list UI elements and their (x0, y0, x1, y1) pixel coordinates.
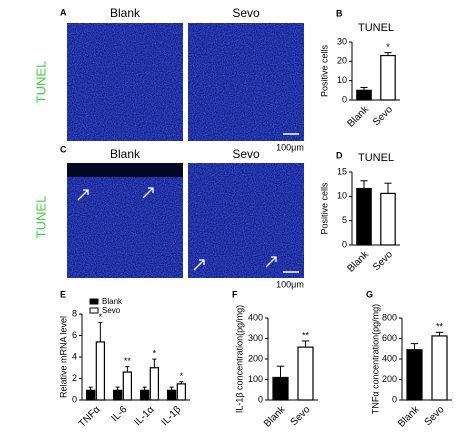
y-tick-label: 400 (248, 312, 263, 322)
y-tick-label: 300 (248, 333, 263, 343)
bar (406, 349, 423, 401)
chart-title: TUNEL (358, 22, 394, 34)
column-label: Sevo (232, 147, 260, 161)
panel-c: C Blank Sevo TUNEL 100μm (33, 144, 304, 289)
x-tick-label: Blank (396, 404, 422, 430)
legend-swatch (89, 307, 99, 314)
y-tick-label: 10 (337, 191, 347, 201)
x-tick-label: Blank (346, 104, 372, 130)
bar (112, 389, 123, 401)
y-axis-label: IL-1β concentration(pg/mg) (234, 305, 244, 413)
bar (139, 389, 150, 401)
x-tick-label: Sevo (371, 104, 395, 128)
bar (122, 371, 133, 401)
x-tick-label: Sevo (289, 404, 313, 428)
column-label: Sevo (232, 6, 260, 20)
legend-label: Sevo (102, 306, 121, 315)
stain-label: TUNEL (33, 196, 48, 239)
scale-label: 100μm (276, 279, 304, 289)
y-tick-label: 800 (382, 312, 397, 322)
panel-label: D (336, 150, 343, 160)
x-tick-label: Blank (346, 249, 372, 275)
panel-label: A (60, 7, 67, 17)
tissue-edge (67, 163, 183, 177)
y-tick-label: 100 (248, 374, 263, 384)
panel-label: C (60, 144, 67, 154)
y-axis-label: TNFα concentration(pg/mg) (370, 304, 380, 414)
y-tick-label: 10 (337, 75, 347, 85)
significance-label: * (180, 371, 184, 381)
micrograph-texture (188, 163, 304, 278)
micrograph-texture (188, 23, 304, 141)
bar (297, 346, 314, 401)
y-tick-label: 200 (382, 374, 397, 384)
stain-label: TUNEL (33, 61, 48, 104)
x-tick-label: Sevo (371, 249, 395, 273)
column-label: Blank (110, 6, 141, 20)
y-tick-label: 5 (342, 215, 347, 225)
significance-label: * (99, 312, 103, 322)
legend-label: Blank (102, 297, 123, 306)
panel-label: B (336, 8, 343, 18)
x-tick-label: IL-1α (132, 404, 156, 428)
significance-label: ** (302, 330, 310, 340)
significance-label: ** (436, 322, 444, 332)
column-label: Blank (110, 147, 141, 161)
panel-label: F (232, 289, 238, 299)
significance-label: * (153, 349, 157, 359)
bar (85, 389, 96, 401)
y-tick-label: 4 (72, 351, 77, 361)
arrows (77, 187, 277, 271)
y-axis-label: Positive cells (319, 182, 329, 235)
bar (166, 389, 177, 401)
y-tick-label: 400 (382, 353, 397, 363)
bar (176, 383, 187, 401)
y-tick-label: 200 (248, 353, 263, 363)
x-tick-label: Sevo (423, 404, 447, 428)
x-tick-label: IL-1β (159, 404, 183, 428)
bar (272, 376, 289, 401)
bar (356, 187, 372, 246)
panel-a: A Blank Sevo TUNEL 100μm (33, 6, 304, 152)
y-tick-label: 0 (342, 239, 347, 249)
micrograph-texture (67, 23, 183, 141)
y-tick-label: 30 (337, 36, 347, 46)
micrograph-texture (67, 163, 183, 278)
chart-title: TUNEL (358, 152, 394, 164)
significance-label: ** (124, 356, 132, 366)
y-tick-label: 2 (72, 373, 77, 383)
panel-label: E (60, 289, 66, 299)
y-tick-label: 8 (72, 308, 77, 318)
x-tick-label: Blank (262, 404, 288, 430)
significance-label: * (386, 42, 390, 52)
x-tick-label: TNFα (77, 404, 103, 430)
y-tick-label: 6 (72, 330, 77, 340)
y-tick-label: 20 (337, 56, 347, 66)
bar (149, 367, 160, 401)
bar (380, 54, 396, 101)
y-tick-label: 0 (258, 394, 263, 404)
scale-label: 100μm (276, 142, 304, 152)
y-tick-label: 0 (72, 394, 77, 404)
y-tick-label: 15 (337, 166, 347, 176)
x-tick-label: IL-6 (110, 404, 130, 424)
bar (431, 335, 448, 401)
y-tick-label: 0 (342, 94, 347, 104)
panel-label: G (366, 289, 373, 299)
y-axis-label: Positive cells (319, 44, 329, 97)
y-axis-label: Relative mRNA level (58, 316, 68, 398)
bar (380, 192, 396, 246)
bar (95, 341, 106, 401)
y-tick-label: 0 (392, 394, 397, 404)
legend-swatch (89, 298, 99, 305)
bar (356, 89, 372, 101)
y-tick-label: 600 (382, 333, 397, 343)
